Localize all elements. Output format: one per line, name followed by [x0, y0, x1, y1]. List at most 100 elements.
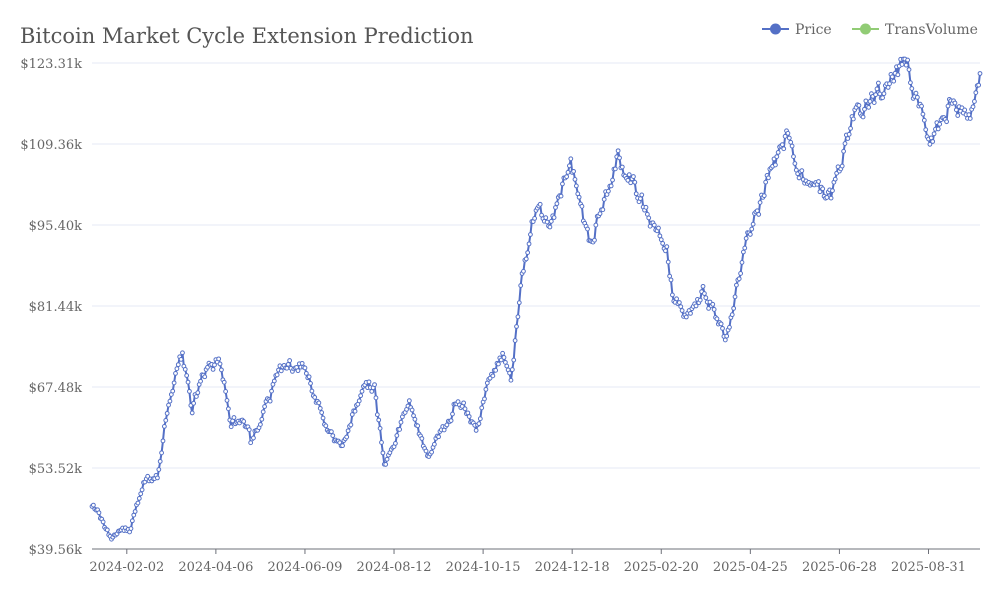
- price-point: [479, 405, 485, 411]
- x-tick-label: 2025-04-25: [713, 560, 788, 575]
- price-point: [921, 117, 927, 123]
- price-point: [643, 204, 649, 210]
- price-point: [174, 366, 180, 372]
- price-point: [138, 491, 144, 497]
- price-point: [271, 378, 277, 384]
- price-point: [862, 106, 867, 112]
- legend-item-transvolume[interactable]: TransVolume: [852, 22, 978, 38]
- price-point: [100, 519, 106, 525]
- y-tick-label: $123.31k: [20, 57, 82, 72]
- price-point: [619, 164, 625, 170]
- price-point: [543, 215, 549, 221]
- price-point: [972, 99, 977, 104]
- price-point: [848, 126, 853, 131]
- price-point: [775, 150, 781, 155]
- price-point: [191, 400, 197, 406]
- price-point: [436, 434, 441, 440]
- price-point: [312, 394, 318, 400]
- price-point: [504, 363, 510, 369]
- price-point: [617, 155, 622, 161]
- price-point: [189, 410, 195, 416]
- price-point: [967, 116, 973, 121]
- price-point: [664, 244, 670, 250]
- price-point: [164, 410, 170, 416]
- price-point: [397, 427, 403, 432]
- y-grid: [92, 62, 980, 469]
- price-point: [423, 448, 429, 454]
- price-point: [450, 411, 455, 417]
- price-point: [128, 526, 134, 531]
- x-tick-label: 2024-10-15: [446, 560, 521, 575]
- price-point: [448, 418, 454, 423]
- price-point: [781, 146, 787, 152]
- price-point: [593, 222, 599, 228]
- price-point: [509, 367, 515, 372]
- price-point: [163, 417, 169, 423]
- price-point: [248, 440, 254, 446]
- price-point: [500, 350, 506, 356]
- price-point: [532, 216, 538, 221]
- price-point: [129, 518, 135, 524]
- price-point: [320, 415, 326, 421]
- price-point: [887, 81, 892, 87]
- price-point: [419, 436, 425, 441]
- price-point: [856, 103, 862, 108]
- price-point: [544, 219, 550, 225]
- price-point: [507, 370, 512, 376]
- price-point: [799, 168, 805, 174]
- price-point: [135, 500, 141, 506]
- price-point: [567, 163, 572, 169]
- price-point: [791, 154, 796, 159]
- price-point: [349, 412, 355, 417]
- price-point: [841, 148, 846, 154]
- price-point: [212, 362, 217, 368]
- price-point: [702, 291, 707, 296]
- price-point: [724, 333, 730, 339]
- price-point: [466, 414, 472, 419]
- x-tick-label: 2024-12-18: [535, 560, 610, 575]
- price-point: [706, 306, 711, 311]
- price-line: [91, 58, 981, 541]
- price-point: [352, 408, 358, 414]
- price-point: [96, 510, 102, 516]
- price-point: [919, 103, 924, 109]
- price-point: [756, 212, 762, 217]
- price-point: [306, 374, 312, 380]
- price-point: [895, 72, 901, 78]
- price-point: [184, 373, 190, 378]
- price-point: [431, 441, 437, 447]
- price-point: [139, 487, 145, 493]
- price-point: [710, 301, 716, 307]
- price-point: [380, 450, 386, 456]
- price-point: [747, 232, 753, 237]
- price-point: [156, 467, 162, 472]
- price-point: [564, 174, 570, 180]
- price-point: [462, 406, 468, 412]
- price-point: [842, 141, 848, 146]
- price-point: [344, 434, 350, 440]
- price-point: [302, 365, 308, 371]
- price-point: [839, 163, 845, 169]
- price-point: [558, 193, 564, 199]
- x-axis: 2024-02-02 2024-04-06 2024-06-09 2024-08-12…: [89, 549, 966, 575]
- price-point: [679, 308, 685, 313]
- price-point: [195, 390, 201, 396]
- price-point: [173, 371, 178, 376]
- legend[interactable]: Price TransVolume: [762, 22, 978, 38]
- price-point: [796, 175, 802, 181]
- price-point: [976, 82, 982, 88]
- price-point: [217, 361, 223, 367]
- price-point: [782, 133, 788, 139]
- legend-item-price[interactable]: Price: [762, 22, 832, 38]
- price-point: [178, 357, 184, 362]
- y-tick-label: $67.48k: [29, 381, 82, 396]
- price-point: [476, 421, 482, 427]
- price-point: [875, 80, 881, 86]
- price-point: [303, 370, 309, 376]
- price-point: [553, 205, 558, 210]
- price-point: [216, 356, 222, 362]
- price-point: [359, 388, 365, 394]
- price-point: [219, 367, 224, 373]
- price-point: [132, 509, 138, 514]
- price-point: [521, 268, 526, 274]
